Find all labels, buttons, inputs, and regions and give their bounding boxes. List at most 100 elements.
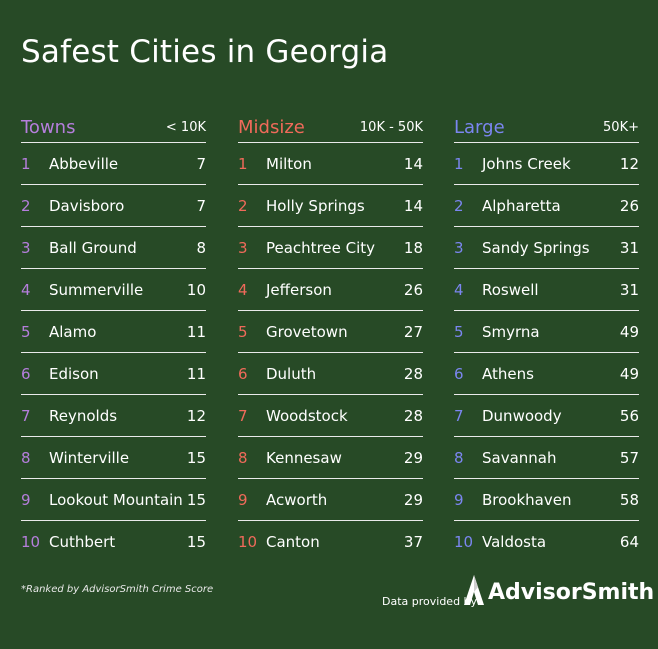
rank: 4 <box>454 280 464 299</box>
crime-score: 14 <box>403 154 423 173</box>
rank: 7 <box>454 406 464 425</box>
rank: 2 <box>238 196 248 215</box>
city-name: Johns Creek <box>482 154 571 173</box>
crime-score: 37 <box>403 532 423 551</box>
rank: 9 <box>238 490 248 509</box>
rank: 8 <box>21 448 31 467</box>
table-row: 10 Cuthbert 15 <box>21 521 206 562</box>
city-name: Canton <box>266 532 320 551</box>
city-name: Holly Springs <box>266 196 365 215</box>
crime-score: 58 <box>619 490 639 509</box>
brand-name: AdvisorSmith <box>488 579 655 605</box>
rank: 5 <box>21 322 31 341</box>
crime-score: 11 <box>186 364 206 383</box>
table-row: 4 Jefferson 26 <box>238 269 423 311</box>
column-towns: Towns < 10K 1 Abbeville 7 2 Davisboro 7 3 Bal… <box>21 112 206 562</box>
city-name: Jefferson <box>266 280 332 299</box>
rank: 9 <box>454 490 464 509</box>
crime-score: 26 <box>619 196 639 215</box>
table-row: 8 Winterville 15 <box>21 437 206 479</box>
crime-score: 28 <box>403 364 423 383</box>
table-row: 8 Savannah 57 <box>454 437 639 479</box>
column-midsize: Midsize 10K - 50K 1 Milton 14 2 Holly Sprin… <box>238 112 423 562</box>
table-row: 9 Acworth 29 <box>238 479 423 521</box>
rank: 7 <box>21 406 31 425</box>
city-name: Davisboro <box>49 196 125 215</box>
crime-score: 10 <box>186 280 206 299</box>
column-header: Towns < 10K <box>21 112 206 143</box>
rank: 7 <box>238 406 248 425</box>
table-row: 5 Smyrna 49 <box>454 311 639 353</box>
page-title: Safest Cities in Georgia <box>21 34 389 70</box>
table-row: 3 Ball Ground 8 <box>21 227 206 269</box>
table-row: 2 Davisboro 7 <box>21 185 206 227</box>
crime-score: 64 <box>619 532 639 551</box>
crime-score: 26 <box>403 280 423 299</box>
crime-score: 31 <box>619 280 639 299</box>
table-row: 1 Milton 14 <box>238 143 423 185</box>
city-name: Ball Ground <box>49 238 137 257</box>
table-row: 6 Duluth 28 <box>238 353 423 395</box>
rank: 4 <box>238 280 248 299</box>
crime-score: 28 <box>403 406 423 425</box>
crime-score: 11 <box>186 322 206 341</box>
table-row: 9 Brookhaven 58 <box>454 479 639 521</box>
crime-score: 7 <box>196 196 206 215</box>
table-row: 1 Abbeville 7 <box>21 143 206 185</box>
rank: 6 <box>454 364 464 383</box>
crime-score: 49 <box>619 364 639 383</box>
rank: 3 <box>21 238 31 257</box>
crime-score: 15 <box>186 532 206 551</box>
city-name: Edison <box>49 364 99 383</box>
city-name: Summerville <box>49 280 144 299</box>
crime-score: 8 <box>196 238 206 257</box>
column-name: Towns <box>21 116 76 138</box>
column-header: Large 50K+ <box>454 112 639 143</box>
city-name: Grovetown <box>266 322 348 341</box>
crime-score: 29 <box>403 490 423 509</box>
advisorsmith-logo-icon <box>464 575 484 609</box>
table-row: 4 Summerville 10 <box>21 269 206 311</box>
table-row: 10 Valdosta 64 <box>454 521 639 562</box>
rank: 1 <box>454 154 464 173</box>
crime-score: 31 <box>619 238 639 257</box>
city-name: Sandy Springs <box>482 238 590 257</box>
crime-score: 29 <box>403 448 423 467</box>
table-row: 7 Reynolds 12 <box>21 395 206 437</box>
table-row: 3 Sandy Springs 31 <box>454 227 639 269</box>
table-row: 2 Alpharetta 26 <box>454 185 639 227</box>
city-name: Reynolds <box>49 406 118 425</box>
column-range: < 10K <box>165 119 206 135</box>
footnote: *Ranked by AdvisorSmith Crime Score <box>21 584 214 595</box>
column-name: Midsize <box>238 116 305 138</box>
crime-score: 14 <box>403 196 423 215</box>
rank: 10 <box>21 532 41 551</box>
crime-score: 12 <box>186 406 206 425</box>
city-name: Valdosta <box>482 532 547 551</box>
brand-logo: AdvisorSmith <box>464 575 654 609</box>
rank: 9 <box>21 490 31 509</box>
table-row: 6 Edison 11 <box>21 353 206 395</box>
city-name: Abbeville <box>49 154 119 173</box>
crime-score: 12 <box>619 154 639 173</box>
rank: 3 <box>454 238 464 257</box>
table-row: 2 Holly Springs 14 <box>238 185 423 227</box>
rank: 6 <box>21 364 31 383</box>
rank: 10 <box>454 532 474 551</box>
city-name: Alamo <box>49 322 97 341</box>
city-name: Dunwoody <box>482 406 562 425</box>
city-name: Athens <box>482 364 534 383</box>
city-name: Kennesaw <box>266 448 342 467</box>
column-header: Midsize 10K - 50K <box>238 112 423 143</box>
column-name: Large <box>454 116 505 138</box>
crime-score: 15 <box>186 490 206 509</box>
table-row: 6 Athens 49 <box>454 353 639 395</box>
city-name: Savannah <box>482 448 557 467</box>
city-name: Smyrna <box>482 322 540 341</box>
city-name: Alpharetta <box>482 196 561 215</box>
table-row: 7 Woodstock 28 <box>238 395 423 437</box>
rank: 6 <box>238 364 248 383</box>
city-name: Roswell <box>482 280 539 299</box>
city-name: Cuthbert <box>49 532 116 551</box>
rank: 3 <box>238 238 248 257</box>
